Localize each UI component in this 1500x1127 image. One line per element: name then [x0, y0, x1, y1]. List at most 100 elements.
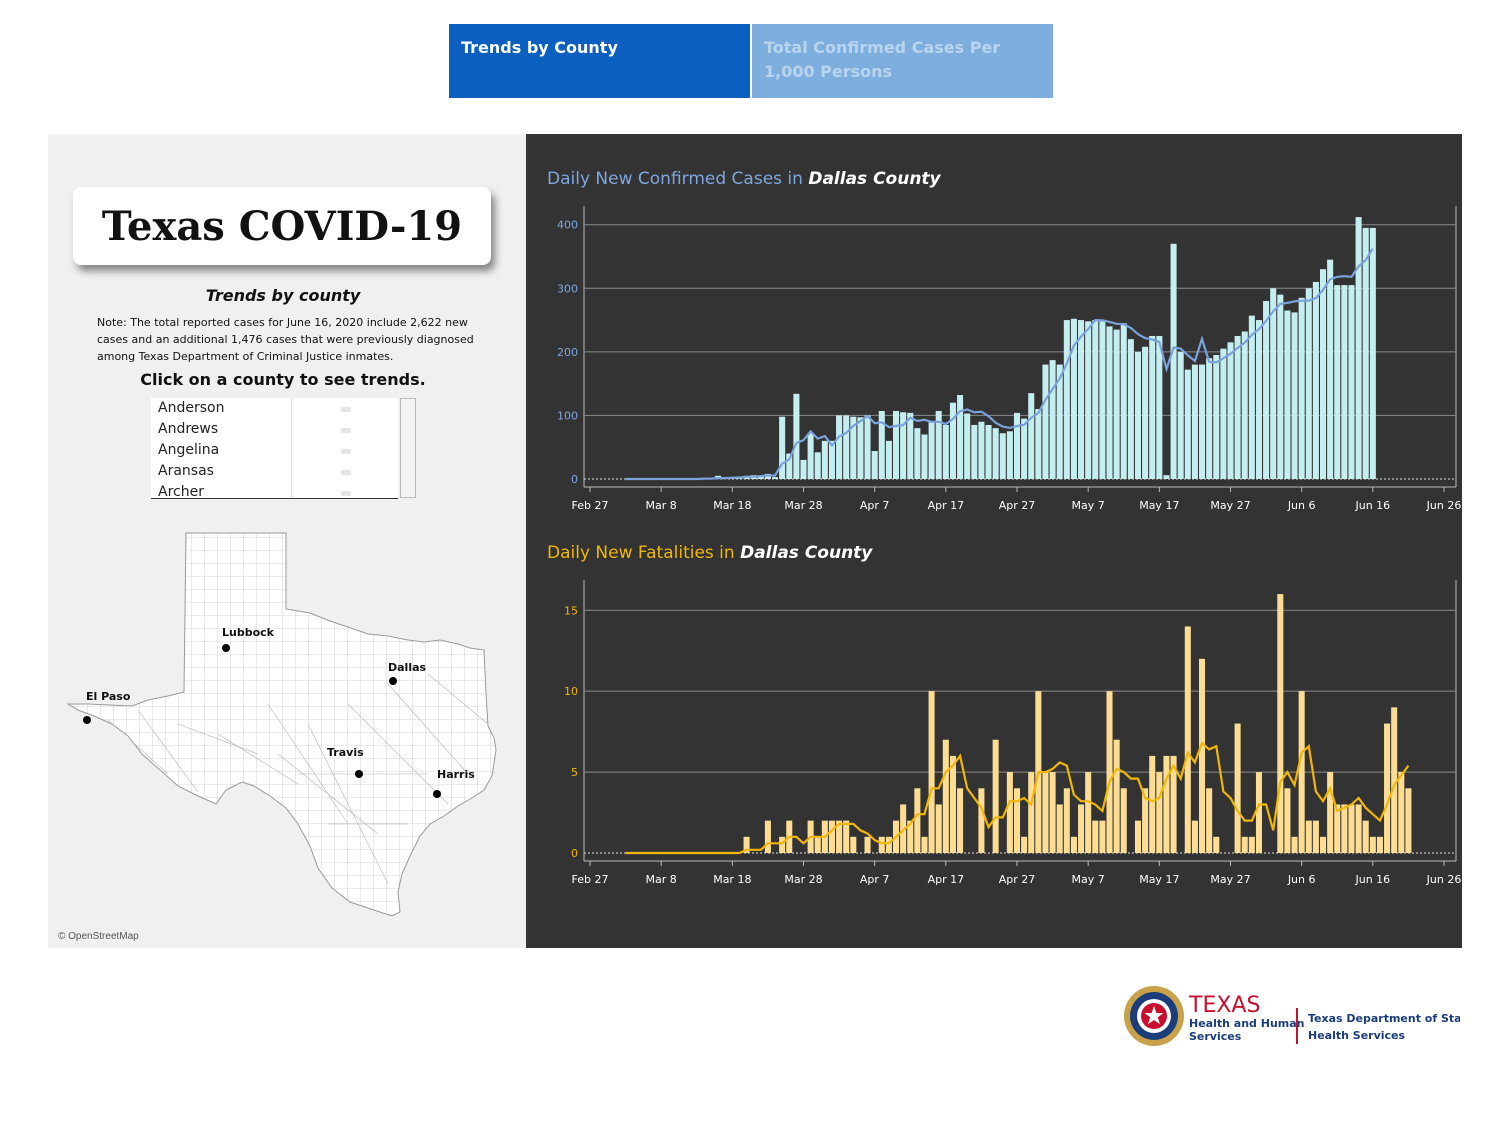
- x-tick-label: May 7: [1072, 873, 1105, 886]
- x-tick-label: May 7: [1072, 499, 1105, 512]
- y-tick-label: 10: [564, 685, 578, 698]
- cases-bar: [1369, 227, 1376, 479]
- fatalities-bar: [1042, 772, 1049, 853]
- cases-bar: [907, 412, 914, 479]
- fatalities-bar: [1241, 836, 1248, 853]
- county-list[interactable]: Anderson Andrews Angelina Aransas Archer: [151, 398, 398, 499]
- cases-bar: [1113, 329, 1120, 479]
- fatalities-bar: [1028, 772, 1035, 853]
- map-label-dallas: Dallas: [388, 661, 427, 674]
- fatalities-bar: [1184, 626, 1191, 853]
- county-shape-icon: [341, 470, 351, 475]
- fatalities-bar: [843, 820, 850, 853]
- city-dot-el-paso[interactable]: [83, 716, 91, 724]
- cases-chart-title: Daily New Confirmed Cases in Dallas Coun…: [547, 169, 941, 189]
- fatalities-bar: [1319, 836, 1327, 853]
- cases-bar: [1312, 281, 1319, 479]
- fatalities-chart[interactable]: 0 5 10 15 Feb 27 Mar 8 Mar 18 Mar 28 Apr 7 Apr 17…: [526, 570, 1462, 940]
- x-tick-label: Jun 26: [1426, 499, 1462, 512]
- map-label-harris: Harris: [437, 768, 475, 781]
- fatalities-bar: [1213, 836, 1220, 853]
- cases-bar: [1184, 369, 1191, 479]
- cases-bar: [1191, 364, 1198, 479]
- cases-bar: [1092, 320, 1099, 479]
- cases-bar: [900, 412, 907, 479]
- cases-bar: [1078, 320, 1085, 479]
- x-tick-label: Apr 27: [999, 499, 1036, 512]
- cases-bar: [1227, 342, 1234, 479]
- fatalities-bar: [878, 836, 885, 853]
- county-shape-icon: [341, 449, 351, 454]
- logo-hhs-line2: Services: [1189, 1030, 1242, 1043]
- x-tick-label: Apr 27: [999, 873, 1036, 886]
- fatalities-bar: [992, 739, 999, 853]
- cases-moving-average-line: [625, 248, 1374, 481]
- fatalities-bar: [1248, 836, 1255, 853]
- fatalities-bar: [1327, 772, 1334, 853]
- x-tick-label: Jun 16: [1354, 873, 1390, 886]
- map-label-lubbock: Lubbock: [222, 626, 275, 639]
- county-item-anderson[interactable]: Anderson: [158, 400, 225, 416]
- list-divider: [291, 398, 292, 498]
- cases-bar: [757, 475, 764, 479]
- fatalities-bar: [1348, 804, 1355, 853]
- logo-dshs-line2: Health Services: [1308, 1029, 1406, 1042]
- cases-bar: [978, 421, 985, 479]
- fatalities-bar: [1085, 772, 1092, 853]
- fatalities-bar: [743, 836, 750, 853]
- cases-bar: [985, 424, 992, 479]
- map-label-travis: Travis: [327, 746, 364, 759]
- cases-bar: [1142, 346, 1149, 479]
- cases-bar: [1149, 335, 1156, 479]
- texas-county-map[interactable]: Lubbock Dallas El Paso Travis Harris: [48, 524, 526, 948]
- y-tick-label: 0: [571, 473, 578, 486]
- cases-bar: [843, 415, 850, 479]
- city-dot-lubbock[interactable]: [222, 644, 230, 652]
- cases-chart[interactable]: 0 100 200 300 400 Feb 27 Mar 8 Mar 18 Mar 28 Apr …: [526, 196, 1462, 566]
- cases-bar: [836, 415, 843, 479]
- county-item-angelina[interactable]: Angelina: [158, 442, 220, 458]
- fatalities-bar: [1049, 772, 1056, 853]
- fatalities-bar: [1206, 788, 1213, 853]
- tab-cases-per-1000[interactable]: Total Confirmed Cases Per 1,000 Persons: [752, 24, 1053, 98]
- fatalities-bar: [1099, 820, 1106, 853]
- tab-trends-by-county[interactable]: Trends by County: [449, 24, 750, 98]
- fatal-title-prefix: Daily New Fatalities in: [547, 543, 741, 563]
- cases-bar: [1263, 301, 1270, 479]
- city-dot-travis[interactable]: [355, 770, 363, 778]
- fatalities-bar: [1405, 788, 1412, 853]
- cases-title-county: Dallas County: [808, 169, 941, 189]
- cases-bar: [786, 453, 793, 479]
- cases-bar: [1042, 364, 1049, 479]
- fatalities-bar: [1063, 788, 1070, 853]
- fatalities-bar: [1334, 804, 1341, 853]
- fatalities-bar: [814, 836, 821, 853]
- cases-bar: [1241, 331, 1248, 479]
- cases-bar: [1234, 335, 1241, 479]
- fatalities-bar: [914, 788, 921, 853]
- city-dot-harris[interactable]: [433, 790, 441, 798]
- cases-bar: [779, 416, 786, 479]
- fatalities-bar: [1149, 755, 1156, 853]
- cases-bar: [1049, 360, 1056, 479]
- cases-bar: [885, 440, 892, 479]
- county-item-aransas[interactable]: Aransas: [158, 463, 214, 479]
- city-dot-dallas[interactable]: [389, 677, 397, 685]
- county-list-scrollbar[interactable]: [400, 398, 416, 498]
- x-tick-label: Apr 17: [928, 499, 965, 512]
- county-item-andrews[interactable]: Andrews: [158, 421, 219, 437]
- fatalities-bar: [828, 820, 835, 853]
- fatalities-bar: [900, 804, 907, 853]
- cases-bar: [1127, 339, 1134, 479]
- cases-bar: [1298, 297, 1305, 479]
- county-item-archer[interactable]: Archer: [158, 484, 204, 499]
- x-tick-label: Mar 18: [713, 873, 751, 886]
- cases-bar: [821, 440, 828, 479]
- y-tick-label: 400: [557, 219, 578, 232]
- cases-title-prefix: Daily New Confirmed Cases in: [547, 169, 809, 189]
- fatalities-bar: [1070, 836, 1077, 853]
- x-tick-label: Jun 26: [1426, 873, 1462, 886]
- fatalities-bar: [1391, 707, 1398, 853]
- x-tick-label: May 17: [1139, 873, 1179, 886]
- fatalities-bar: [1305, 820, 1312, 853]
